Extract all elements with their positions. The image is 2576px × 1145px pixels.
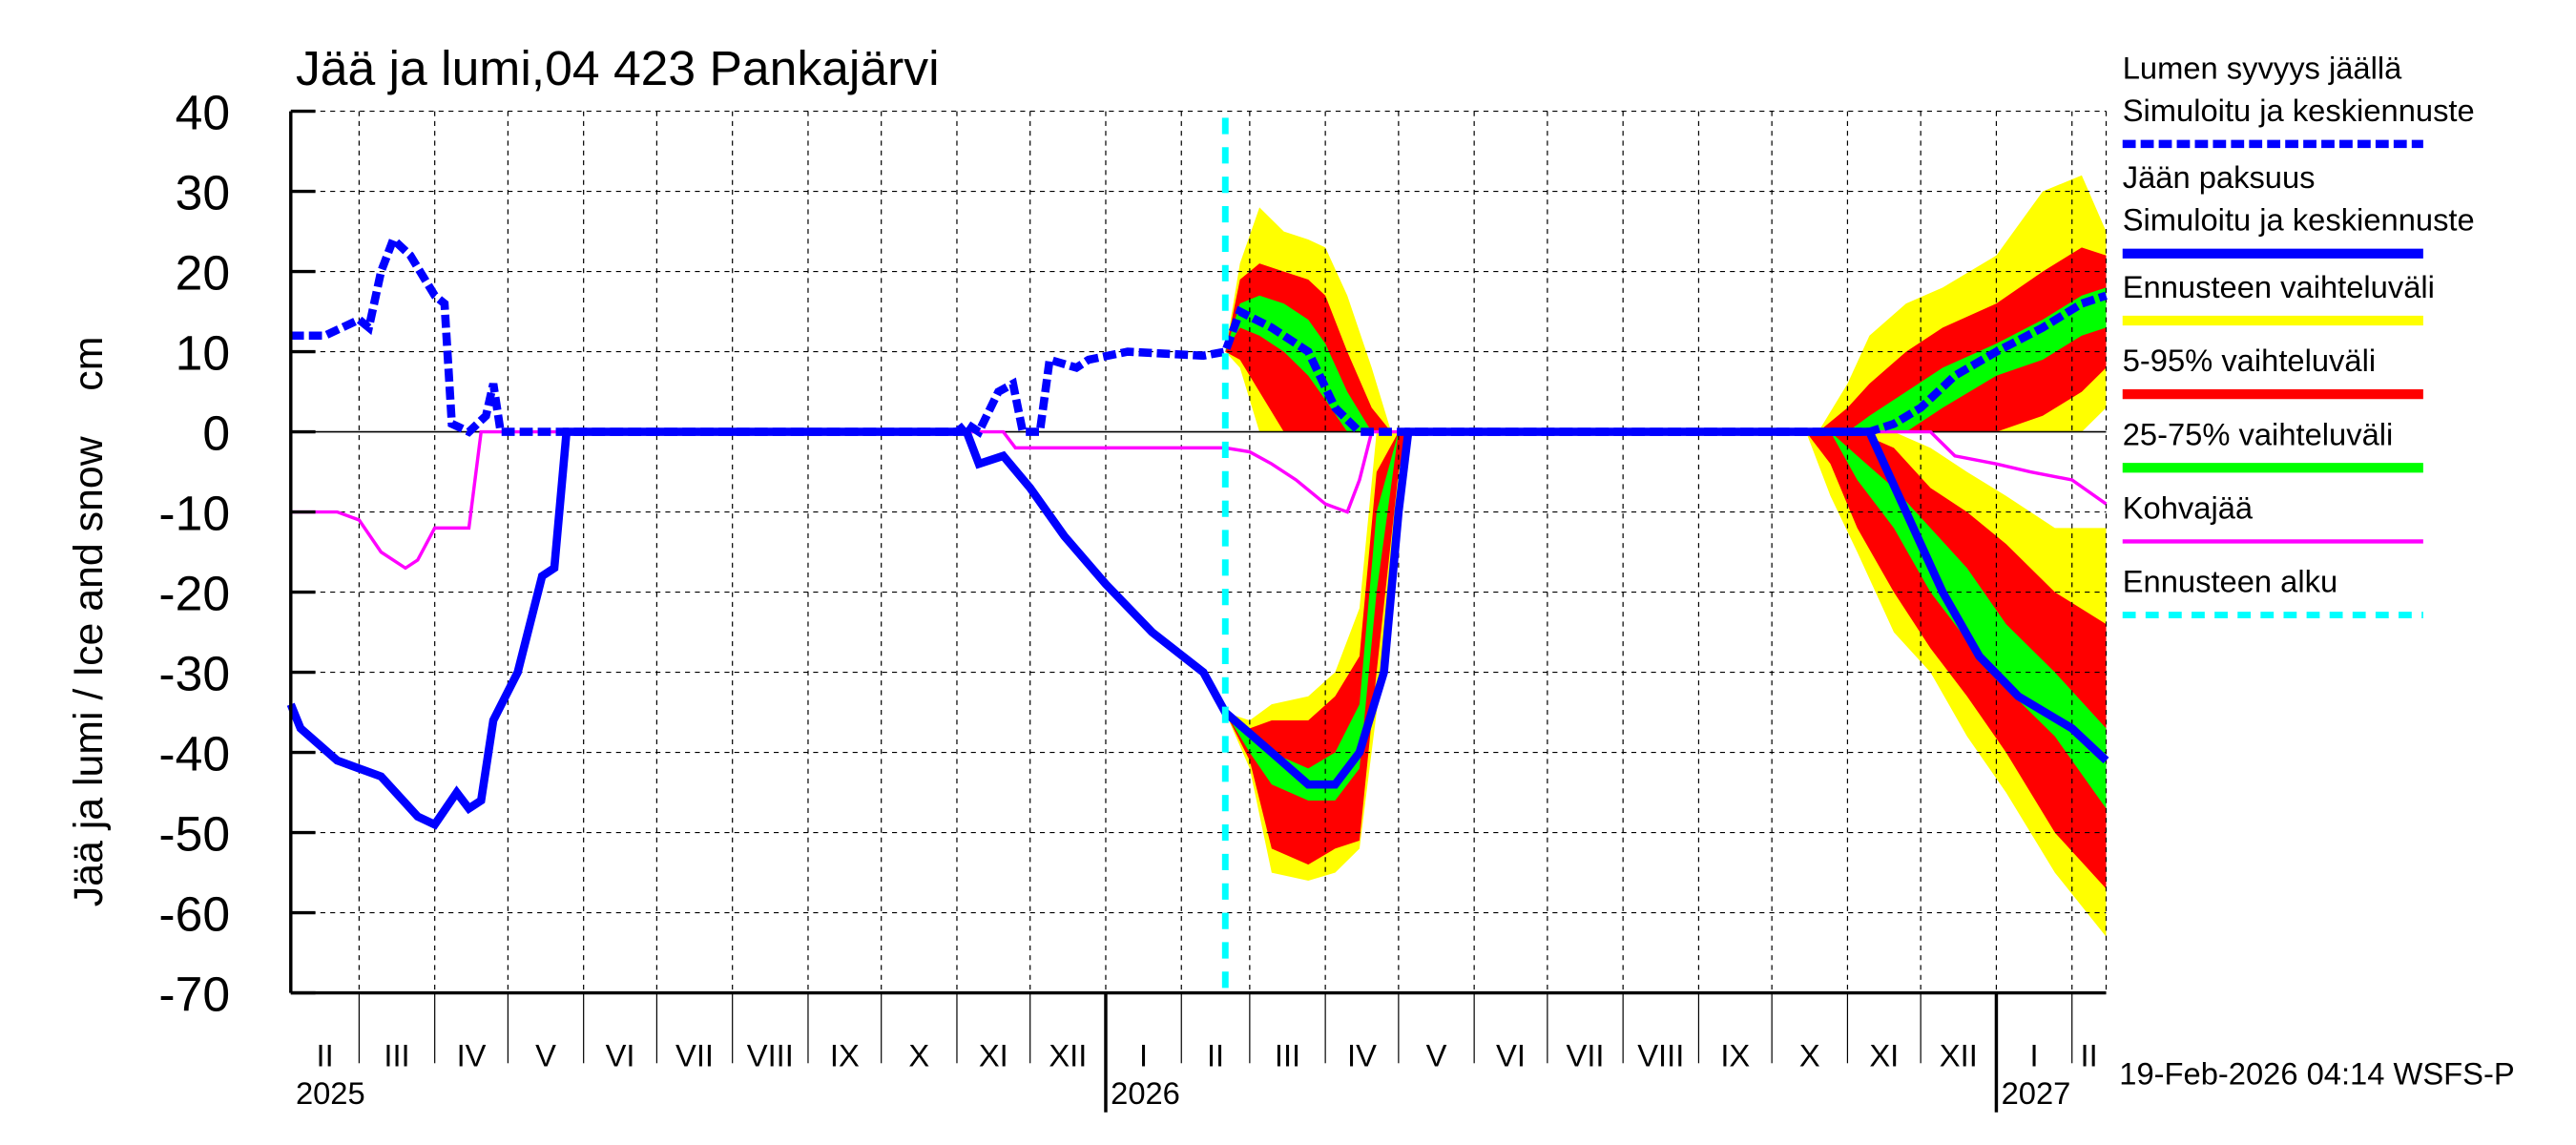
month-label: XI <box>1869 1038 1899 1073</box>
y-tick-label: 40 <box>176 85 230 140</box>
y-tick-label: -20 <box>158 566 230 621</box>
month-label: VII <box>675 1038 714 1073</box>
month-label: V <box>1426 1038 1447 1073</box>
month-label: I <box>2030 1038 2039 1073</box>
month-label: XII <box>1049 1038 1087 1073</box>
legend-label: Jään paksuus <box>2123 159 2316 195</box>
y-tick-label: 30 <box>176 165 230 220</box>
grid <box>290 110 2108 994</box>
month-label: X <box>1799 1038 1820 1073</box>
month-label: VIII <box>747 1038 794 1073</box>
y-tick-label: 0 <box>202 406 230 461</box>
legend-label: Ennusteen vaihteluväli <box>2123 269 2435 304</box>
p25-75-band <box>1225 431 1409 801</box>
month-label: IX <box>1720 1038 1750 1073</box>
legend-sublabel: Simuloitu ja keskiennuste <box>2123 93 2475 128</box>
p25-75-band <box>1225 295 1392 432</box>
month-label: II <box>1207 1038 1224 1073</box>
legend-label: Lumen syvyys jäällä <box>2123 50 2402 85</box>
month-label: VII <box>1567 1038 1605 1073</box>
month-label: VI <box>1496 1038 1526 1073</box>
month-label: XII <box>1940 1038 1978 1073</box>
legend-label: 25-75% vaihteluväli <box>2123 416 2394 451</box>
month-label: IV <box>1347 1038 1377 1073</box>
legend-label: Ennusteen alku <box>2123 564 2337 599</box>
legend-sublabel: Simuloitu ja keskiennuste <box>2123 202 2475 238</box>
legend-label: Kohvajää <box>2123 489 2254 525</box>
year-label: 2027 <box>2002 1075 2071 1111</box>
month-label: IV <box>457 1038 487 1073</box>
y-tick-label: 20 <box>176 245 230 301</box>
y-tick-label: 10 <box>176 325 230 381</box>
legend-label: 5-95% vaihteluväli <box>2123 343 2376 378</box>
year-label: 2025 <box>296 1075 365 1111</box>
month-label: X <box>908 1038 929 1073</box>
y-tick-label: -50 <box>158 806 230 862</box>
snow-depth-line <box>290 232 2108 438</box>
y-tick-label: -30 <box>158 646 230 701</box>
p5-95-band <box>1805 431 2107 889</box>
p25-75-band <box>1818 287 2107 432</box>
series-lines <box>286 117 2109 993</box>
month-label: II <box>316 1038 333 1073</box>
month-label: III <box>384 1038 409 1073</box>
y-tick-label: -70 <box>158 967 230 1022</box>
y-axis-label: Jää ja lumi / Ice and snow cm <box>66 337 112 907</box>
y-tick-label: -10 <box>158 486 230 541</box>
kohvajaa-line <box>290 429 2108 571</box>
month-label: VI <box>606 1038 635 1073</box>
month-label: XI <box>979 1038 1008 1073</box>
month-label: V <box>535 1038 556 1073</box>
month-label: VIII <box>1637 1038 1684 1073</box>
month-label: IX <box>830 1038 860 1073</box>
p5-95-band <box>1818 247 2107 432</box>
month-label: II <box>2081 1038 2098 1073</box>
legend: Lumen syvyys jäällä Simuloitu ja keskienn… <box>2123 50 2475 618</box>
y-tick-label: -60 <box>158 886 230 942</box>
year-label: 2026 <box>1111 1075 1180 1111</box>
timestamp: 19-Feb-2026 04:14 WSFS-P <box>2119 1056 2514 1092</box>
y-tick-label: -40 <box>158 726 230 781</box>
forecast-bands <box>1225 175 2107 937</box>
month-label: I <box>1139 1038 1148 1073</box>
month-label: III <box>1275 1038 1300 1073</box>
chart-title: Jää ja lumi,04 423 Pankajärvi <box>296 40 940 95</box>
